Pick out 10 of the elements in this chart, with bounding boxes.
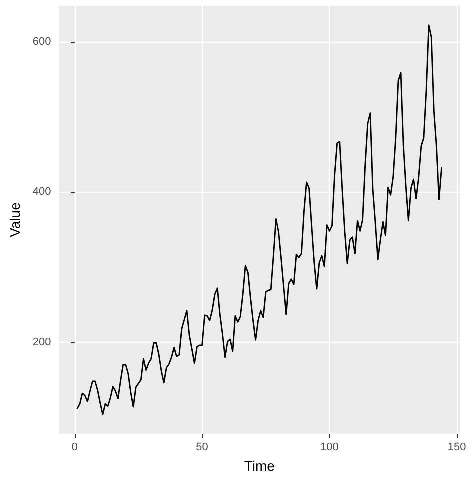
x-axis-title: Time: [244, 458, 276, 474]
line-series: [76, 24, 442, 416]
y-axis-title: Value: [7, 202, 23, 238]
x-tick-label: 100: [320, 442, 339, 454]
x-tick-label: 150: [448, 442, 466, 454]
y-tick-label: 600: [32, 36, 52, 48]
y-tick-label: 200: [32, 336, 52, 348]
x-tick-label: 50: [196, 442, 208, 454]
y-tick-label: 400: [32, 186, 52, 198]
x-tick-label: 0: [72, 442, 78, 454]
